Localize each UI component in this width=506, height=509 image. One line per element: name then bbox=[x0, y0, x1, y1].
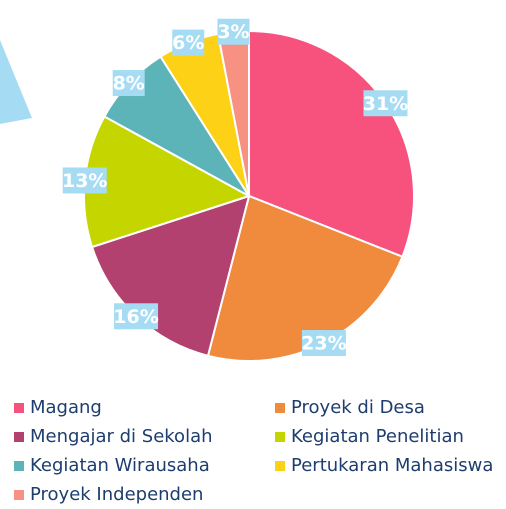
data-label: 13% bbox=[62, 170, 107, 192]
legend-swatch bbox=[275, 461, 285, 471]
legend-swatch bbox=[14, 403, 24, 413]
label-box bbox=[363, 90, 408, 117]
label-box bbox=[301, 330, 346, 357]
legend-label: Mengajar di Sekolah bbox=[30, 426, 213, 447]
legend-swatch bbox=[275, 432, 285, 442]
legend-label: Pertukaran Mahasiswa bbox=[291, 455, 493, 476]
decor-triangle bbox=[0, 40, 32, 124]
legend-label: Proyek di Desa bbox=[291, 397, 425, 418]
data-label: 23% bbox=[301, 333, 346, 355]
legend-label: Magang bbox=[30, 397, 102, 418]
data-label: 3% bbox=[217, 21, 249, 43]
label-box bbox=[62, 167, 107, 194]
label-box bbox=[172, 29, 205, 56]
legend-label: Kegiatan Penelitian bbox=[291, 426, 464, 447]
legend-swatch bbox=[14, 432, 24, 442]
data-label: 16% bbox=[113, 306, 158, 328]
data-label: 8% bbox=[113, 73, 145, 95]
legend-label: Proyek Independen bbox=[30, 484, 203, 505]
legend-swatch bbox=[275, 403, 285, 413]
data-label: 31% bbox=[363, 93, 408, 115]
label-box bbox=[114, 303, 159, 330]
legend-label: Kegiatan Wirausaha bbox=[30, 455, 210, 476]
label-box bbox=[112, 70, 145, 97]
legend-swatch bbox=[14, 461, 24, 471]
data-label: 6% bbox=[172, 32, 204, 54]
label-box bbox=[217, 18, 250, 45]
legend-swatch bbox=[14, 490, 24, 500]
